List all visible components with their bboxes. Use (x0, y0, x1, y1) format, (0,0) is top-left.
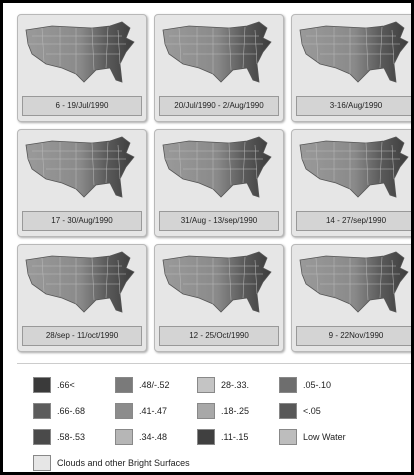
us-map (22, 18, 142, 90)
map-panel: 14 - 27/sep/1990 (291, 129, 414, 237)
legend-label: <.05 (303, 404, 321, 418)
legend-label: .58-.53 (57, 430, 85, 444)
us-map (296, 18, 414, 90)
map-panel: 12 - 25/Oct/1990 (154, 244, 284, 352)
us-map (159, 248, 279, 320)
legend-swatch (33, 455, 51, 471)
legend-swatch (279, 403, 297, 419)
panel-label: 9 - 22Nov/1990 (296, 326, 414, 346)
legend-label: Clouds and other Bright Surfaces (57, 456, 190, 470)
us-map (159, 133, 279, 205)
us-map (296, 133, 414, 205)
legend-swatch (115, 429, 133, 445)
figure: 6 - 19/Jul/1990 20/Jul/1990 - 2/Aug/1990 3… (0, 0, 414, 475)
legend-label: .05-.10 (303, 378, 331, 392)
panel-label: 3-16/Aug/1990 (296, 96, 414, 116)
legend-swatch (33, 403, 51, 419)
us-map (296, 248, 414, 320)
legend-label: .41-.47 (139, 404, 167, 418)
legend-label: .66-.68 (57, 404, 85, 418)
legend-swatch (33, 429, 51, 445)
legend-swatch (197, 429, 215, 445)
panel-label: 6 - 19/Jul/1990 (22, 96, 142, 116)
legend-label: .66< (57, 378, 75, 392)
map-panel: 6 - 19/Jul/1990 (17, 14, 147, 122)
us-map (159, 18, 279, 90)
legend-label: .18-.25 (221, 404, 249, 418)
us-map (22, 133, 142, 205)
map-panel: 9 - 22Nov/1990 (291, 244, 414, 352)
map-panel: 28/sep - 11/oct/1990 (17, 244, 147, 352)
legend-label: 28-.33. (221, 378, 249, 392)
panel-label: 31/Aug - 13/sep/1990 (159, 211, 279, 231)
legend-label: .48/-.52 (139, 378, 170, 392)
legend-swatch (33, 377, 51, 393)
legend-swatch (115, 377, 133, 393)
panel-label: 12 - 25/Oct/1990 (159, 326, 279, 346)
legend-separator (17, 363, 414, 364)
legend-label: .34-.48 (139, 430, 167, 444)
map-panel: 20/Jul/1990 - 2/Aug/1990 (154, 14, 284, 122)
legend-swatch (279, 429, 297, 445)
us-map (22, 248, 142, 320)
map-panel: 31/Aug - 13/sep/1990 (154, 129, 284, 237)
legend-swatch (279, 377, 297, 393)
panel-label: 28/sep - 11/oct/1990 (22, 326, 142, 346)
legend-label: Low Water (303, 430, 346, 444)
map-panel: 17 - 30/Aug/1990 (17, 129, 147, 237)
panel-label: 14 - 27/sep/1990 (296, 211, 414, 231)
panel-label: 20/Jul/1990 - 2/Aug/1990 (159, 96, 279, 116)
map-panel: 3-16/Aug/1990 (291, 14, 414, 122)
legend-swatch (115, 403, 133, 419)
legend-swatch (197, 377, 215, 393)
panel-label: 17 - 30/Aug/1990 (22, 211, 142, 231)
legend-label: .11-.15 (221, 430, 248, 444)
legend-swatch (197, 403, 215, 419)
